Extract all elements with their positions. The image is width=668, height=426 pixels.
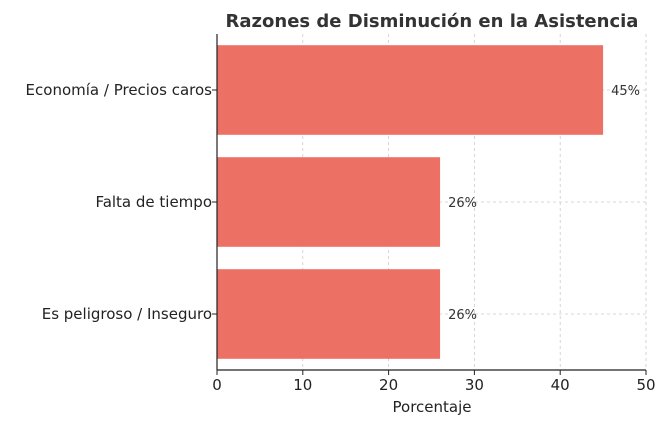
x-tick-label: 0 xyxy=(212,376,222,394)
x-tick-label: 20 xyxy=(379,376,398,394)
x-ticks-group: 0 10 20 30 40 50 xyxy=(212,370,656,394)
data-labels-group: 45% 26% 26% xyxy=(448,84,640,323)
x-tick-label: 10 xyxy=(293,376,312,394)
category-label: Economía / Precios caros xyxy=(26,81,213,99)
data-label: 26% xyxy=(448,308,477,323)
category-label: Falta de tiempo xyxy=(95,193,212,211)
x-tick-label: 30 xyxy=(465,376,484,394)
data-label: 45% xyxy=(611,84,640,99)
bar xyxy=(217,45,604,135)
chart-title: Razones de Disminución en la Asistencia xyxy=(226,11,639,32)
bar xyxy=(217,269,441,359)
category-label: Es peligroso / Inseguro xyxy=(42,305,212,323)
x-tick-label: 40 xyxy=(551,376,570,394)
data-label: 26% xyxy=(448,196,477,211)
x-axis-label: Porcentaje xyxy=(393,398,472,416)
x-tick-label: 50 xyxy=(636,376,655,394)
bar xyxy=(217,157,441,247)
bars-group xyxy=(217,45,604,359)
category-labels-group: Economía / Precios caros Falta de tiempo E… xyxy=(26,81,217,323)
